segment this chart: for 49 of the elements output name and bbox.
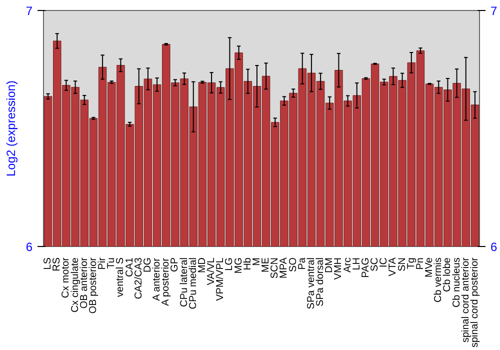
x-tick-label: VPM/VPL — [215, 257, 226, 301]
x-tick-label: SC — [370, 257, 381, 272]
x-tick-label: Tg — [406, 258, 417, 270]
x-tick-label: LG — [224, 257, 236, 271]
x-tick-label: Pir — [97, 256, 108, 270]
y2-tick-label: 6 — [490, 240, 498, 254]
x-tick-label: Pa — [296, 257, 308, 270]
x-tick-label: CPu medial — [188, 257, 199, 310]
x-tick-label: Cx motor — [60, 256, 72, 298]
x-tick-label: PAG — [360, 257, 372, 278]
x-tick-label: M — [251, 257, 262, 266]
x-tick-label: Cx cingulate — [70, 257, 81, 313]
x-tick-label: Arc — [342, 258, 354, 272]
x-tick-label: Cb nucleus — [451, 258, 462, 308]
y-axis-title: Log2 (expression) — [4, 80, 18, 177]
x-tick-label: LH — [351, 257, 362, 270]
x-tick-label: MVe — [424, 257, 436, 278]
x-tick-label: GP — [170, 257, 181, 272]
x-tick-label: DG — [142, 257, 154, 272]
x-tick-label: SO — [288, 257, 299, 272]
x-tick-label: SPa ventral — [306, 257, 317, 310]
x-tick-label: CA2/CA3 — [133, 257, 144, 300]
x-tick-label: OB posterior — [88, 256, 99, 314]
x-tick-label: ME — [260, 257, 272, 272]
x-tick-label: SN — [396, 257, 408, 272]
x-tick-label: Tu — [106, 257, 118, 269]
x-tick-label: CPu lateral — [178, 258, 190, 307]
x-tick-label: VTA — [388, 257, 399, 276]
x-tick-label: LS — [42, 257, 54, 270]
x-tick-label: MG — [233, 257, 244, 274]
x-tick-label: Cb lobe — [442, 257, 454, 292]
x-tick-label: Hb — [242, 257, 254, 270]
x-tick-label: A anterior — [152, 257, 163, 301]
x-tick-label: ventral S — [115, 257, 126, 297]
x-tick-label: DM — [324, 257, 336, 274]
x-tick-label: A posterior — [160, 257, 172, 306]
x-tick-label: IC — [378, 258, 390, 268]
x-tick-label: RS — [52, 257, 63, 272]
x-tick-label: OB anterior — [78, 256, 90, 309]
x-tick-label: spinal cord posterior — [469, 256, 480, 348]
x-tick-label: SCN — [270, 257, 281, 279]
x-tick-label: Pn — [414, 257, 426, 270]
x-tick-label: SPa dorsal — [315, 257, 326, 306]
x-tick-label: MD — [196, 257, 208, 274]
x-tick-label: spinal cord anterior — [460, 256, 472, 343]
y2-tick-label: 7 — [490, 4, 498, 18]
x-tick-label: MPA — [278, 257, 290, 278]
x-tick-label: CA1 — [124, 257, 136, 277]
x-tick-label: VMH — [333, 257, 344, 280]
